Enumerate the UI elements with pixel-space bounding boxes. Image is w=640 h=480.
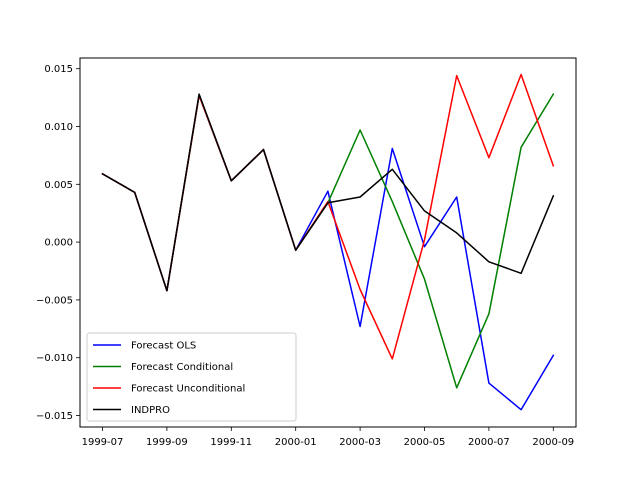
- y-tick-label: 0.005: [44, 180, 73, 191]
- legend-label: Forecast OLS: [131, 341, 196, 352]
- x-tick-label: 2000-07: [468, 437, 510, 448]
- y-tick-label: −0.010: [36, 353, 73, 364]
- legend: Forecast OLS Forecast Conditional Forecast…: [86, 332, 297, 422]
- legend-box: [86, 332, 297, 422]
- y-tick-label: 0.015: [44, 64, 73, 75]
- legend-label: Forecast Conditional: [131, 362, 233, 373]
- y-axis: −0.015 −0.010 −0.005 0.000 0.005 0.010 0.015: [36, 64, 80, 422]
- y-tick-label: 0.010: [44, 122, 73, 133]
- series-layer: [101, 73, 555, 411]
- legend-label: Forecast Unconditional: [131, 384, 245, 395]
- y-tick-label: −0.015: [36, 411, 73, 422]
- x-tick-label: 1999-09: [146, 437, 188, 448]
- series-line-4: [101, 93, 555, 292]
- x-tick-label: 2000-09: [532, 437, 574, 448]
- x-tick-label: 2000-05: [404, 437, 446, 448]
- x-tick-label: 2000-01: [275, 437, 317, 448]
- y-tick-label: 0.000: [44, 238, 73, 249]
- x-axis: 1999-07 1999-09 1999-11 2000-01 2000-03 2000-…: [82, 427, 574, 448]
- y-tick-label: −0.005: [36, 295, 73, 306]
- x-tick-label: 2000-03: [339, 437, 381, 448]
- x-tick-label: 1999-11: [210, 437, 252, 448]
- legend-label: INDPRO: [131, 405, 170, 416]
- x-tick-label: 1999-07: [82, 437, 124, 448]
